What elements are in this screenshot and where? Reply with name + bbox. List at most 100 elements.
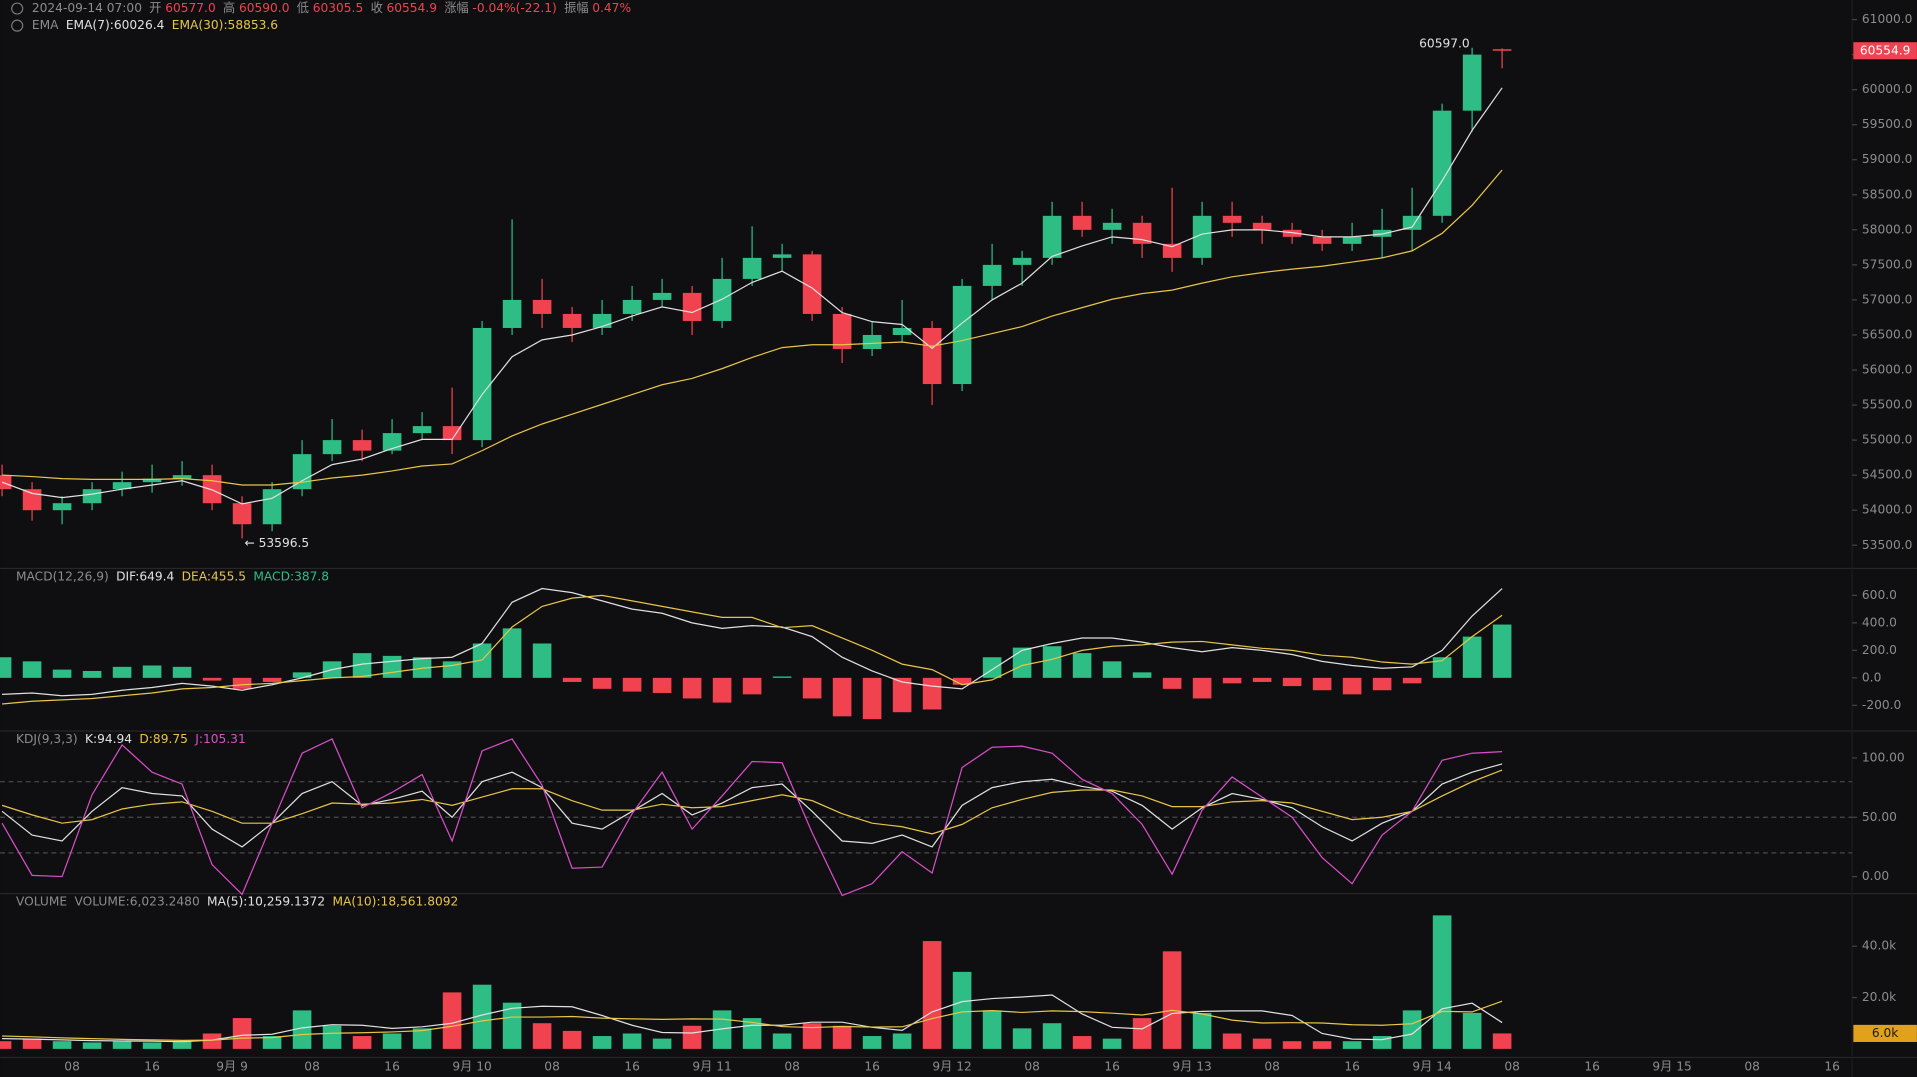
legend-text: KDJ(9,3,3): [16, 732, 78, 746]
bar: [982, 1010, 1002, 1049]
value-tag: [1853, 1024, 1917, 1042]
series-line: [2, 994, 1503, 1043]
candle-body: [202, 475, 222, 504]
candle-body: [952, 285, 972, 385]
legend-text: VOLUME: [16, 895, 67, 909]
candle-body: [82, 489, 102, 504]
candle-body: [142, 478, 162, 483]
bar: [1312, 1041, 1332, 1049]
legend-text: EMA: [32, 18, 59, 32]
series-line: [2, 594, 1503, 705]
bar: [1222, 677, 1242, 684]
candle-body: [412, 426, 432, 434]
bar: [562, 1030, 582, 1049]
bar: [0, 1041, 12, 1049]
x-tick-label: 16: [624, 1060, 640, 1074]
y-tick-label: 200.0: [1862, 643, 1897, 657]
y-tick-label: 54500.0: [1862, 468, 1913, 482]
y-tick-label: 53500.0: [1862, 538, 1913, 552]
bar: [202, 677, 222, 681]
bar: [52, 669, 72, 678]
series-line: [1, 769, 1503, 835]
candle-body: [1342, 236, 1362, 244]
header-text: 0.47%: [592, 1, 631, 15]
bar: [1432, 657, 1452, 678]
bar: [592, 677, 612, 689]
candle-body: [322, 440, 342, 455]
bar: [262, 1036, 282, 1049]
x-tick-label: 9月 11: [692, 1060, 731, 1074]
y-tick-label: 40.0k: [1862, 939, 1897, 953]
bar: [1102, 1038, 1122, 1049]
bar: [1492, 1033, 1512, 1049]
candle-body: [712, 278, 732, 321]
legend-text: MACD:387.8: [253, 570, 329, 584]
candle-body: [1192, 215, 1212, 258]
bar: [1282, 1041, 1302, 1049]
collapse-icon[interactable]: [11, 2, 24, 15]
bar: [652, 677, 672, 693]
bar: [142, 665, 162, 678]
x-tick-label: 08: [304, 1060, 320, 1074]
y-tick-label: 55000.0: [1862, 433, 1913, 447]
bar: [832, 1025, 852, 1049]
bar: [532, 1023, 552, 1049]
y-tick-label: 56000.0: [1862, 363, 1913, 377]
header-text: 2024-09-14 07:00: [32, 1, 142, 15]
header-text: 收: [371, 1, 383, 15]
bar: [52, 1041, 72, 1049]
y-tick-label: 0.0: [1862, 670, 1881, 684]
header-text: 涨幅: [444, 0, 468, 15]
collapse-icon[interactable]: [11, 19, 24, 32]
y-tick-label: 55500.0: [1862, 398, 1913, 412]
candle-body: [622, 299, 642, 314]
candle-body: [1252, 222, 1272, 230]
bar: [1312, 677, 1332, 691]
x-tick-label: 9月 13: [1172, 1060, 1211, 1074]
y-tick-label: 58500.0: [1862, 187, 1913, 201]
bar: [1132, 1018, 1152, 1049]
bar: [352, 1036, 372, 1049]
value-tag-label: 6.0k: [1872, 1026, 1899, 1040]
bar: [202, 1033, 222, 1049]
x-tick-label: 08: [1504, 1060, 1520, 1074]
y-tick-label: 61000.0: [1862, 12, 1913, 26]
bar: [1342, 677, 1362, 695]
x-tick-label: 9月 15: [1652, 1060, 1691, 1074]
candle-body: [1042, 215, 1062, 258]
bar: [1012, 647, 1032, 678]
bar: [622, 677, 642, 692]
bar: [142, 1042, 162, 1049]
legend-text: EMA(7):60026.4: [66, 18, 165, 32]
x-tick-label: 08: [64, 1060, 80, 1074]
series-line: [2, 587, 1503, 697]
y-tick-label: 57000.0: [1862, 292, 1913, 306]
bar: [1492, 624, 1512, 678]
bar: [1012, 1028, 1032, 1049]
y-tick-label: -200.0: [1862, 698, 1901, 712]
header-text: 高: [223, 0, 235, 15]
bar: [1132, 672, 1152, 678]
x-tick-label: 08: [1264, 1060, 1280, 1074]
series-line: [2, 1000, 1503, 1042]
candle-body: [982, 264, 1002, 286]
header-text: 振幅: [564, 0, 588, 15]
bar: [1282, 677, 1302, 687]
y-tick-label: 59000.0: [1862, 152, 1913, 166]
y-tick-label: 59500.0: [1862, 117, 1913, 131]
bar: [1432, 915, 1452, 1049]
x-tick-label: 16: [864, 1060, 880, 1074]
bar: [412, 1028, 432, 1049]
low-annotation: ← 53596.5: [245, 536, 310, 550]
candle-body: [1072, 215, 1092, 230]
candle-body: [682, 292, 702, 321]
candle-body: [1462, 54, 1482, 111]
x-tick-label: 08: [1744, 1060, 1760, 1074]
y-tick-label: 57500.0: [1862, 257, 1913, 271]
bar: [952, 971, 972, 1049]
bar: [292, 672, 312, 678]
bar: [1042, 646, 1062, 678]
bar: [232, 677, 252, 689]
legend-text: MACD(12,26,9): [16, 570, 109, 584]
bar: [892, 1033, 912, 1049]
